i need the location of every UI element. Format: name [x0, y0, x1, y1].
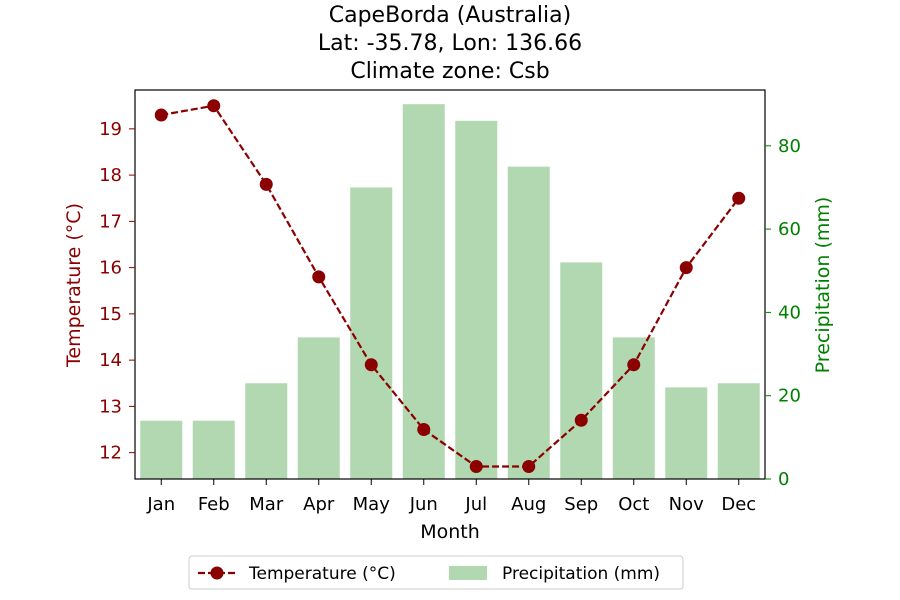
y-left-tick-label-19: 19: [99, 119, 122, 140]
legend-temperature-marker: [210, 566, 224, 580]
y-left-tick-label-18: 18: [99, 165, 122, 186]
precipitation-bar-may: [350, 187, 393, 479]
x-tick-label-dec: Dec: [721, 494, 756, 515]
temperature-series: [154, 99, 746, 474]
precipitation-bar-dec: [717, 383, 760, 479]
legend-frame: [188, 555, 684, 590]
precipitation-bar-sep: [560, 262, 603, 479]
precipitation-bar-nov: [665, 387, 708, 479]
x-axis: Jan Feb Mar Apr May Jun Jul Aug Sep Oct Nov Dec: [146, 479, 756, 515]
precipitation-bar-jul: [455, 120, 498, 479]
y-right-tick-label-0: 0: [778, 469, 789, 490]
y-left-tick-label-17: 17: [99, 211, 122, 232]
precipitation-bar-feb: [192, 420, 235, 479]
y-right-tick-label-80: 80: [778, 136, 801, 157]
y-axis-right: 0 20 40 60 80: [765, 136, 801, 490]
temperature-point-mar: [259, 177, 273, 191]
y-right-tick-label-20: 20: [778, 386, 801, 407]
temperature-line: [161, 104, 740, 468]
temperature-point-dec: [732, 191, 746, 205]
y-left-tick-label-12: 12: [99, 443, 122, 464]
y-left-tick-label-15: 15: [99, 304, 122, 325]
temperature-point-jan: [154, 108, 168, 122]
precipitation-bar-aug: [507, 166, 550, 479]
precipitation-bars: [140, 104, 760, 480]
temperature-point-may: [364, 358, 378, 372]
precipitation-bar-apr: [297, 337, 340, 479]
precipitation-bar-jun: [402, 104, 445, 480]
legend-temperature-label: Temperature (°C): [248, 564, 396, 584]
temperature-point-apr: [312, 270, 326, 284]
x-tick-label-jul: Jul: [464, 494, 487, 515]
x-tick-label-jan: Jan: [146, 494, 175, 515]
x-tick-label-sep: Sep: [564, 494, 598, 515]
y-left-tick-label-14: 14: [99, 350, 122, 371]
y-axis-left-label: Temperature (°C): [63, 203, 85, 368]
temperature-point-jul: [469, 460, 483, 474]
temperature-point-feb: [207, 99, 221, 113]
x-axis-label: Month: [420, 521, 480, 543]
y-axis-right-label: Precipitation (mm): [812, 197, 834, 374]
x-tick-label-apr: Apr: [303, 494, 335, 515]
plot-frame: [134, 89, 766, 480]
chart-title-line-1: CapeBorda (Australia): [329, 3, 571, 28]
temperature-point-jun: [417, 423, 431, 437]
x-tick-label-may: May: [353, 494, 391, 515]
precipitation-bar-jan: [140, 420, 183, 479]
y-right-tick-label-40: 40: [778, 302, 801, 323]
legend: Temperature (°C) Precipitation (mm): [188, 555, 684, 590]
x-tick-label-nov: Nov: [669, 494, 704, 515]
y-left-tick-label-13: 13: [99, 396, 122, 417]
x-tick-label-mar: Mar: [249, 494, 284, 515]
temperature-point-sep: [574, 413, 588, 427]
x-tick-label-oct: Oct: [618, 494, 649, 515]
x-tick-label-aug: Aug: [511, 494, 546, 515]
chart-title-line-3: Climate zone: Csb: [350, 59, 549, 84]
legend-precipitation-swatch: [449, 566, 487, 580]
precipitation-bar-mar: [245, 383, 288, 479]
chart-title-line-2: Lat: -35.78, Lon: 136.66: [318, 31, 582, 56]
x-tick-label-feb: Feb: [198, 494, 230, 515]
y-right-tick-label-60: 60: [778, 219, 801, 240]
legend-precipitation-label: Precipitation (mm): [502, 564, 660, 584]
x-tick-label-jun: Jun: [409, 494, 438, 515]
y-axis-left: 12 13 14 15 16 17 18 19: [99, 119, 135, 464]
temperature-point-nov: [679, 261, 693, 275]
y-left-tick-label-16: 16: [99, 258, 122, 279]
temperature-point-oct: [627, 358, 641, 372]
temperature-point-aug: [522, 460, 536, 474]
